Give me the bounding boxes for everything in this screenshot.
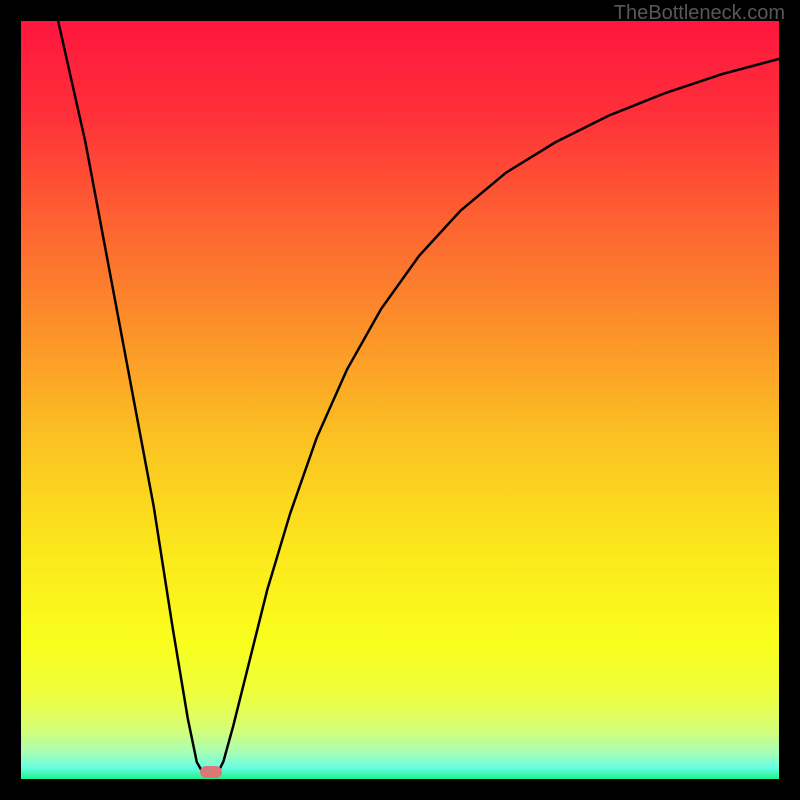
optimal-point-marker: [200, 766, 222, 778]
watermark-label: TheBottleneck.com: [614, 2, 785, 25]
chart-container: TheBottleneck.com: [0, 0, 800, 800]
bottleneck-curve: [21, 21, 779, 779]
chart-plot-area: [21, 21, 779, 779]
curve-path: [58, 21, 779, 775]
